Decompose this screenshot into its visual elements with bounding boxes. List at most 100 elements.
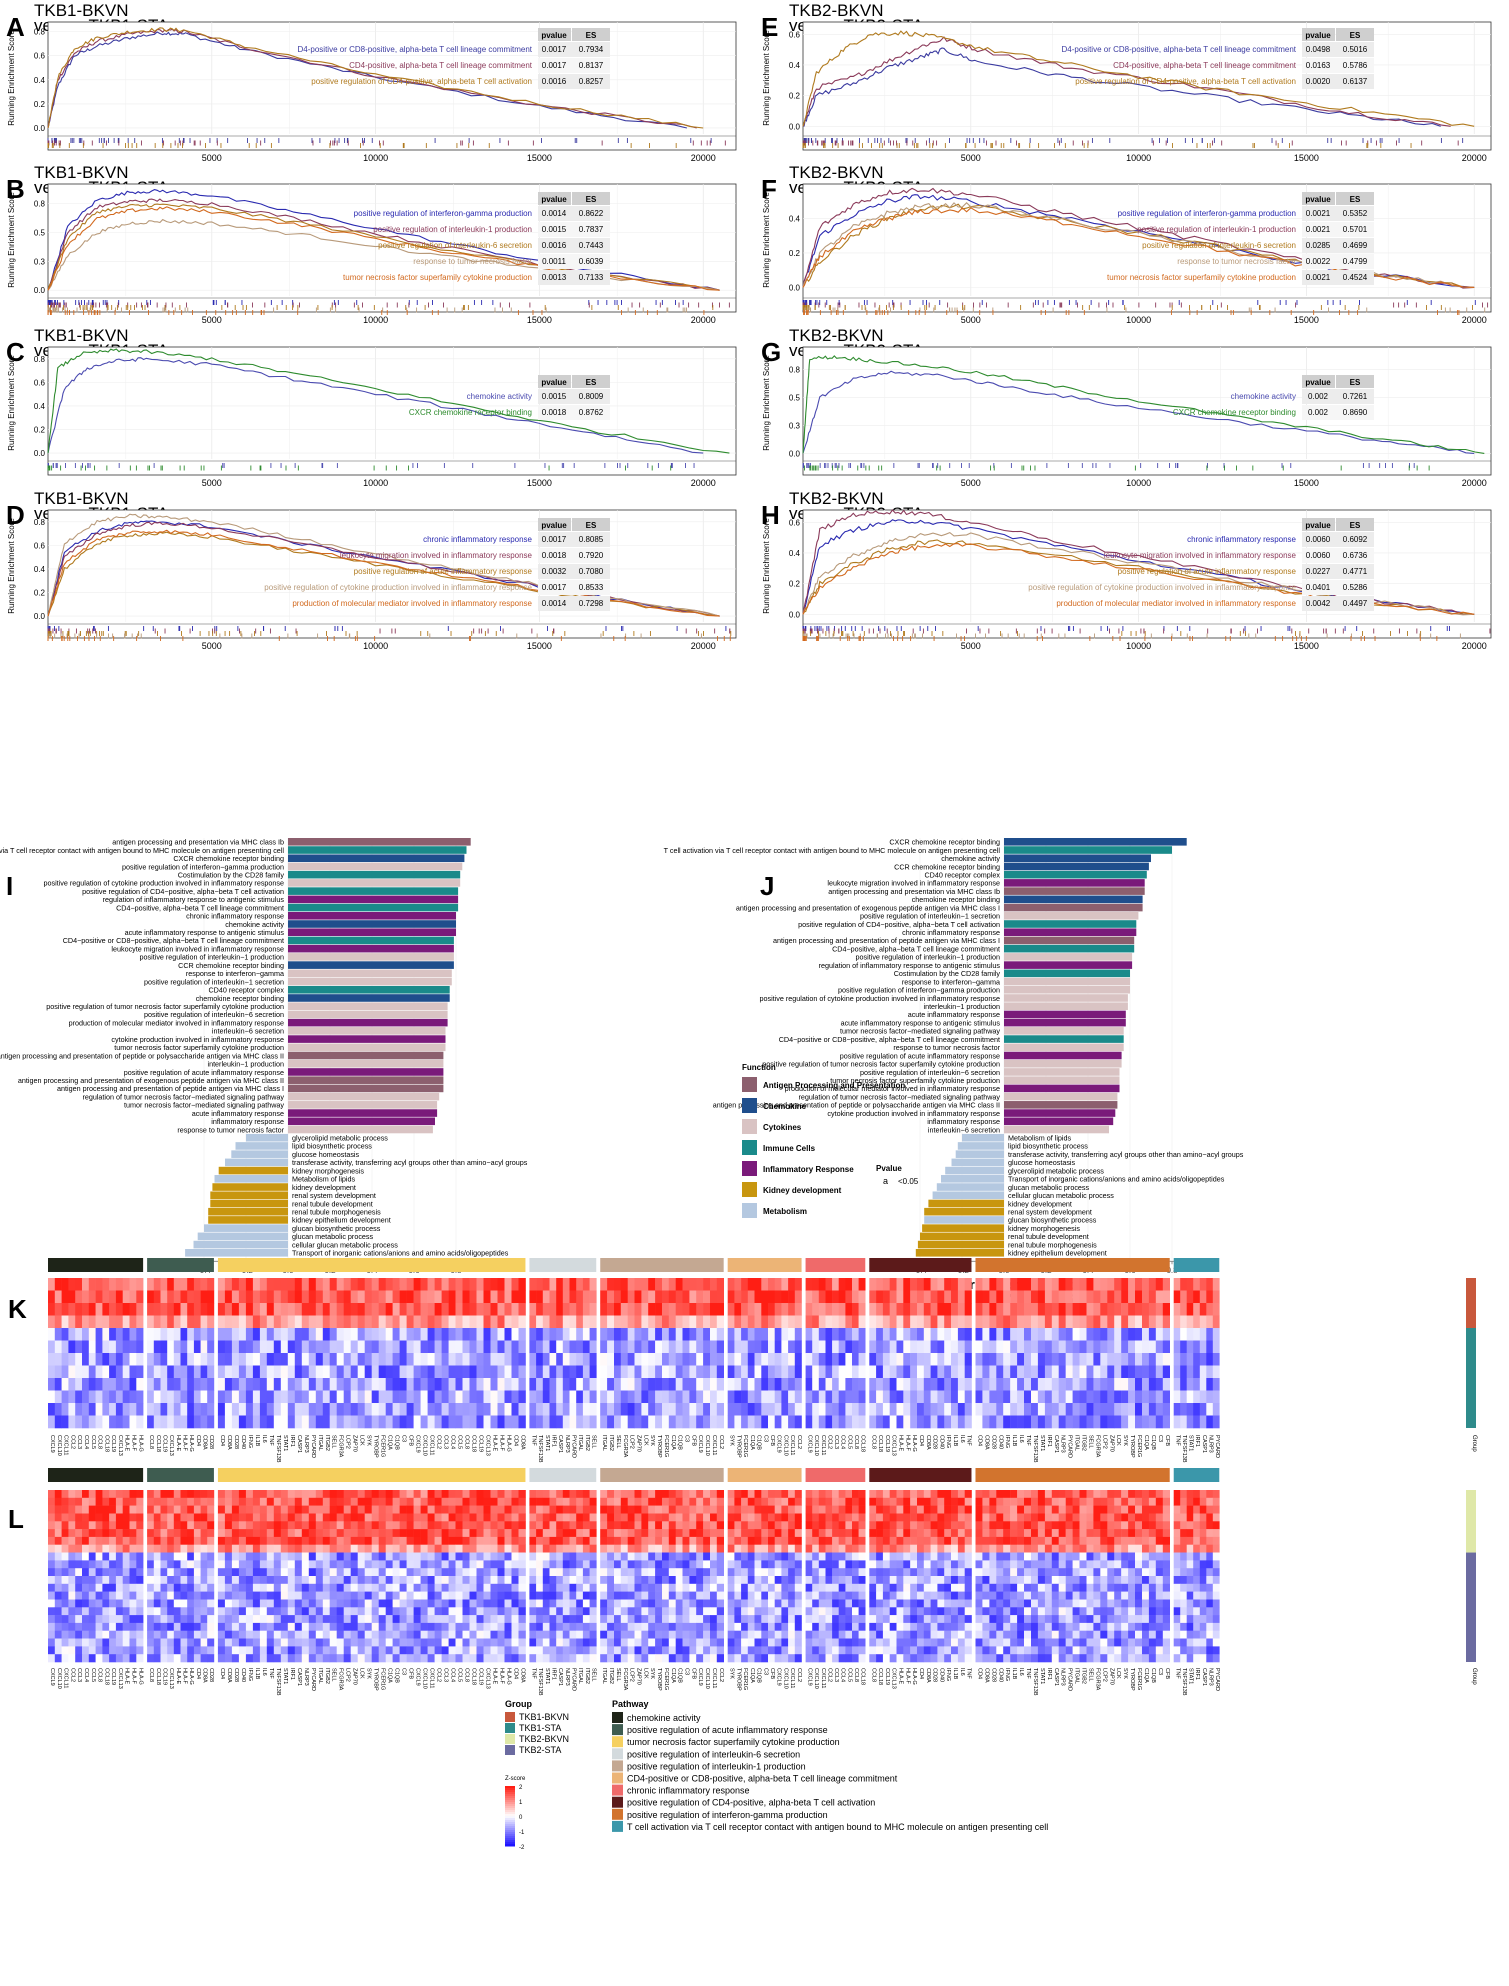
heatmap-cell	[102, 1278, 110, 1291]
bar-label: glucose homeostasis	[1008, 1158, 1076, 1167]
heatmap-cell	[518, 1521, 526, 1530]
heatmap-cell	[413, 1490, 421, 1499]
heatmap-cell	[696, 1403, 704, 1416]
heatmap-cell	[350, 1403, 358, 1416]
heatmap-cell	[336, 1490, 344, 1499]
panel-letter: C	[6, 337, 25, 367]
heatmap-cell	[1086, 1365, 1094, 1379]
heatmap-cell	[511, 1490, 519, 1499]
heatmap-cell	[343, 1490, 351, 1499]
heatmap-cell	[301, 1340, 310, 1354]
heatmap-cell	[193, 1328, 201, 1341]
heatmap-cell	[476, 1353, 484, 1366]
heatmap-cell	[357, 1529, 365, 1538]
heatmap-cell	[1128, 1378, 1136, 1391]
heatmap-cell	[287, 1529, 296, 1538]
heatmap-cell	[364, 1328, 372, 1341]
heatmap-cell	[675, 1353, 683, 1366]
y-tick-label: 0.2	[789, 580, 801, 589]
heatmap-cell	[102, 1497, 110, 1506]
heatmap-cell	[129, 1497, 137, 1506]
heatmap-cell	[102, 1654, 110, 1663]
heatmap-cell	[989, 1315, 997, 1329]
heatmap-cell	[734, 1328, 742, 1341]
heatmap-cell	[462, 1505, 470, 1514]
heatmap-cell	[703, 1315, 711, 1329]
heatmap-cell	[794, 1415, 802, 1429]
column-label: CASP1	[557, 1435, 563, 1453]
column-label: CCL8	[464, 1435, 470, 1449]
heatmap-cell	[469, 1353, 477, 1366]
bar	[1004, 944, 1135, 953]
heatmap-cell	[252, 1497, 261, 1506]
heatmap-cell	[294, 1278, 303, 1291]
heatmap-cell	[252, 1315, 261, 1329]
heatmap-cell	[930, 1390, 938, 1404]
heatmap-cell	[620, 1365, 628, 1379]
heatmap-cell	[858, 1328, 866, 1341]
heatmap-cell	[54, 1583, 62, 1592]
heatmap-cell	[187, 1303, 195, 1316]
heatmap-cell	[187, 1536, 195, 1545]
bar-label: response to tumor necrosis factor	[177, 1125, 284, 1134]
heatmap-cell	[301, 1365, 310, 1379]
table-pvalue: 0.0227	[1306, 567, 1331, 576]
heatmap-cell	[413, 1365, 421, 1379]
heatmap-cell	[238, 1340, 247, 1354]
table-header-cell	[572, 192, 610, 205]
heatmap-cell	[122, 1340, 130, 1354]
heatmap-cell	[1086, 1315, 1094, 1329]
heatmap-cell	[627, 1278, 635, 1291]
heatmap-cell	[102, 1560, 110, 1569]
heatmap-cell	[88, 1607, 96, 1616]
heatmap-cell	[964, 1303, 972, 1316]
table-header-es: ES	[1350, 31, 1361, 40]
heatmap-cell	[903, 1403, 911, 1416]
heatmap-cell	[562, 1315, 570, 1329]
heatmap-cell	[109, 1576, 117, 1585]
y-tick-label: 0.8	[34, 200, 46, 209]
heatmap-cell	[48, 1583, 56, 1592]
heatmap-cell	[109, 1303, 117, 1316]
heatmap-cell	[1162, 1328, 1170, 1341]
pathway-bar	[975, 1468, 1170, 1482]
heatmap-cell	[1199, 1315, 1207, 1329]
heatmap-cell	[378, 1497, 386, 1506]
heatmap-cell	[448, 1490, 456, 1499]
heatmap-cell	[364, 1415, 372, 1429]
heatmap-cell	[357, 1513, 365, 1522]
heatmap-cell	[600, 1278, 608, 1291]
heatmap-cell	[455, 1290, 463, 1304]
table-es: 0.8137	[579, 61, 604, 70]
series-label: chronic inflammatory response	[423, 535, 532, 544]
heatmap-cell	[153, 1560, 161, 1569]
heatmap-cell	[259, 1378, 268, 1391]
pathway-bar	[529, 1468, 597, 1482]
heatmap-cell	[832, 1365, 839, 1379]
heatmap-cell	[1186, 1403, 1194, 1416]
heatmap-cell	[1031, 1328, 1039, 1341]
heatmap-cell	[542, 1328, 550, 1341]
heatmap-cell	[812, 1278, 820, 1291]
heatmap-cell	[82, 1576, 90, 1585]
heatmap-cell	[825, 1390, 833, 1404]
heatmap-cell	[682, 1378, 690, 1391]
heatmap-cell	[371, 1303, 379, 1316]
heatmap-cell	[1162, 1353, 1170, 1366]
heatmap-cell	[48, 1497, 56, 1506]
heatmap-cell	[682, 1278, 690, 1291]
heatmap-cell	[497, 1521, 505, 1530]
heatmap-cell	[54, 1622, 62, 1631]
heatmap-cell	[378, 1505, 386, 1514]
heatmap-cell	[825, 1303, 833, 1316]
heatmap-cell	[187, 1328, 195, 1341]
heatmap-cell	[518, 1415, 526, 1429]
heatmap-cell	[187, 1513, 195, 1522]
heatmap-cell	[648, 1340, 656, 1354]
heatmap-cell	[364, 1378, 372, 1391]
heatmap-cell	[768, 1340, 775, 1354]
x-tick-label: 5000	[202, 641, 222, 651]
heatmap-cell	[245, 1340, 254, 1354]
heatmap-cell	[160, 1607, 168, 1616]
heatmap-cell	[406, 1490, 414, 1499]
